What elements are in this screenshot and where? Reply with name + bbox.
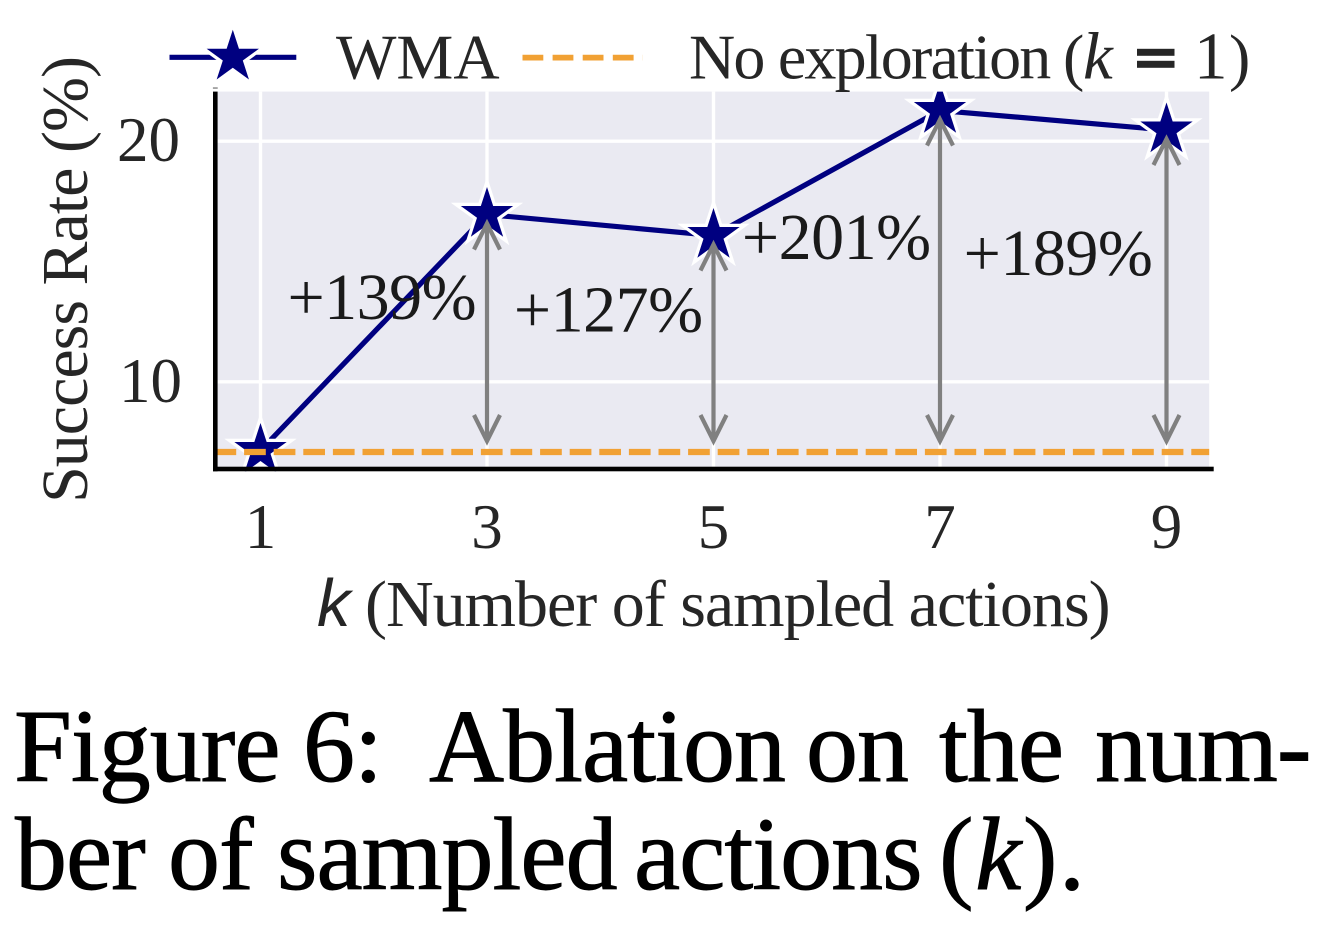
svg-text:Figure: Figure bbox=[14, 689, 280, 804]
svg-text:10: 10 bbox=[119, 346, 182, 416]
svg-text:ber: ber bbox=[15, 797, 145, 912]
svg-text:No exploration: No exploration bbox=[689, 22, 1051, 93]
svg-text:k: k bbox=[1083, 20, 1114, 94]
svg-text:k (Number of sampled actions): k (Number of sampled actions) bbox=[317, 566, 1110, 641]
svg-text:): ) bbox=[1229, 22, 1250, 93]
svg-text:+189%: +189% bbox=[964, 217, 1153, 290]
svg-text:(: ( bbox=[1063, 22, 1084, 93]
svg-text:WMA: WMA bbox=[336, 22, 500, 93]
svg-text:+201%: +201% bbox=[742, 201, 931, 274]
svg-text:9: 9 bbox=[1151, 492, 1183, 562]
svg-text:sampled: sampled bbox=[277, 797, 617, 912]
svg-text:num-: num- bbox=[1095, 689, 1311, 804]
svg-text:the: the bbox=[939, 689, 1063, 804]
svg-text:(k).: (k). bbox=[939, 797, 1086, 912]
svg-text:of: of bbox=[168, 797, 254, 912]
svg-text:1: 1 bbox=[245, 492, 277, 562]
svg-text:actions: actions bbox=[634, 797, 922, 912]
svg-text:5: 5 bbox=[698, 492, 730, 562]
svg-text:1: 1 bbox=[1194, 20, 1228, 94]
svg-text:+139%: +139% bbox=[287, 261, 476, 334]
svg-text:on: on bbox=[806, 689, 908, 804]
svg-text:6:: 6: bbox=[303, 689, 382, 804]
svg-text:Ablation: Ablation bbox=[429, 689, 785, 804]
svg-text:7: 7 bbox=[924, 492, 956, 562]
svg-text:+127%: +127% bbox=[514, 274, 703, 347]
svg-text:Success Rate (%): Success Rate (%) bbox=[29, 57, 102, 503]
svg-text:20: 20 bbox=[117, 105, 180, 175]
svg-text:3: 3 bbox=[471, 492, 503, 562]
